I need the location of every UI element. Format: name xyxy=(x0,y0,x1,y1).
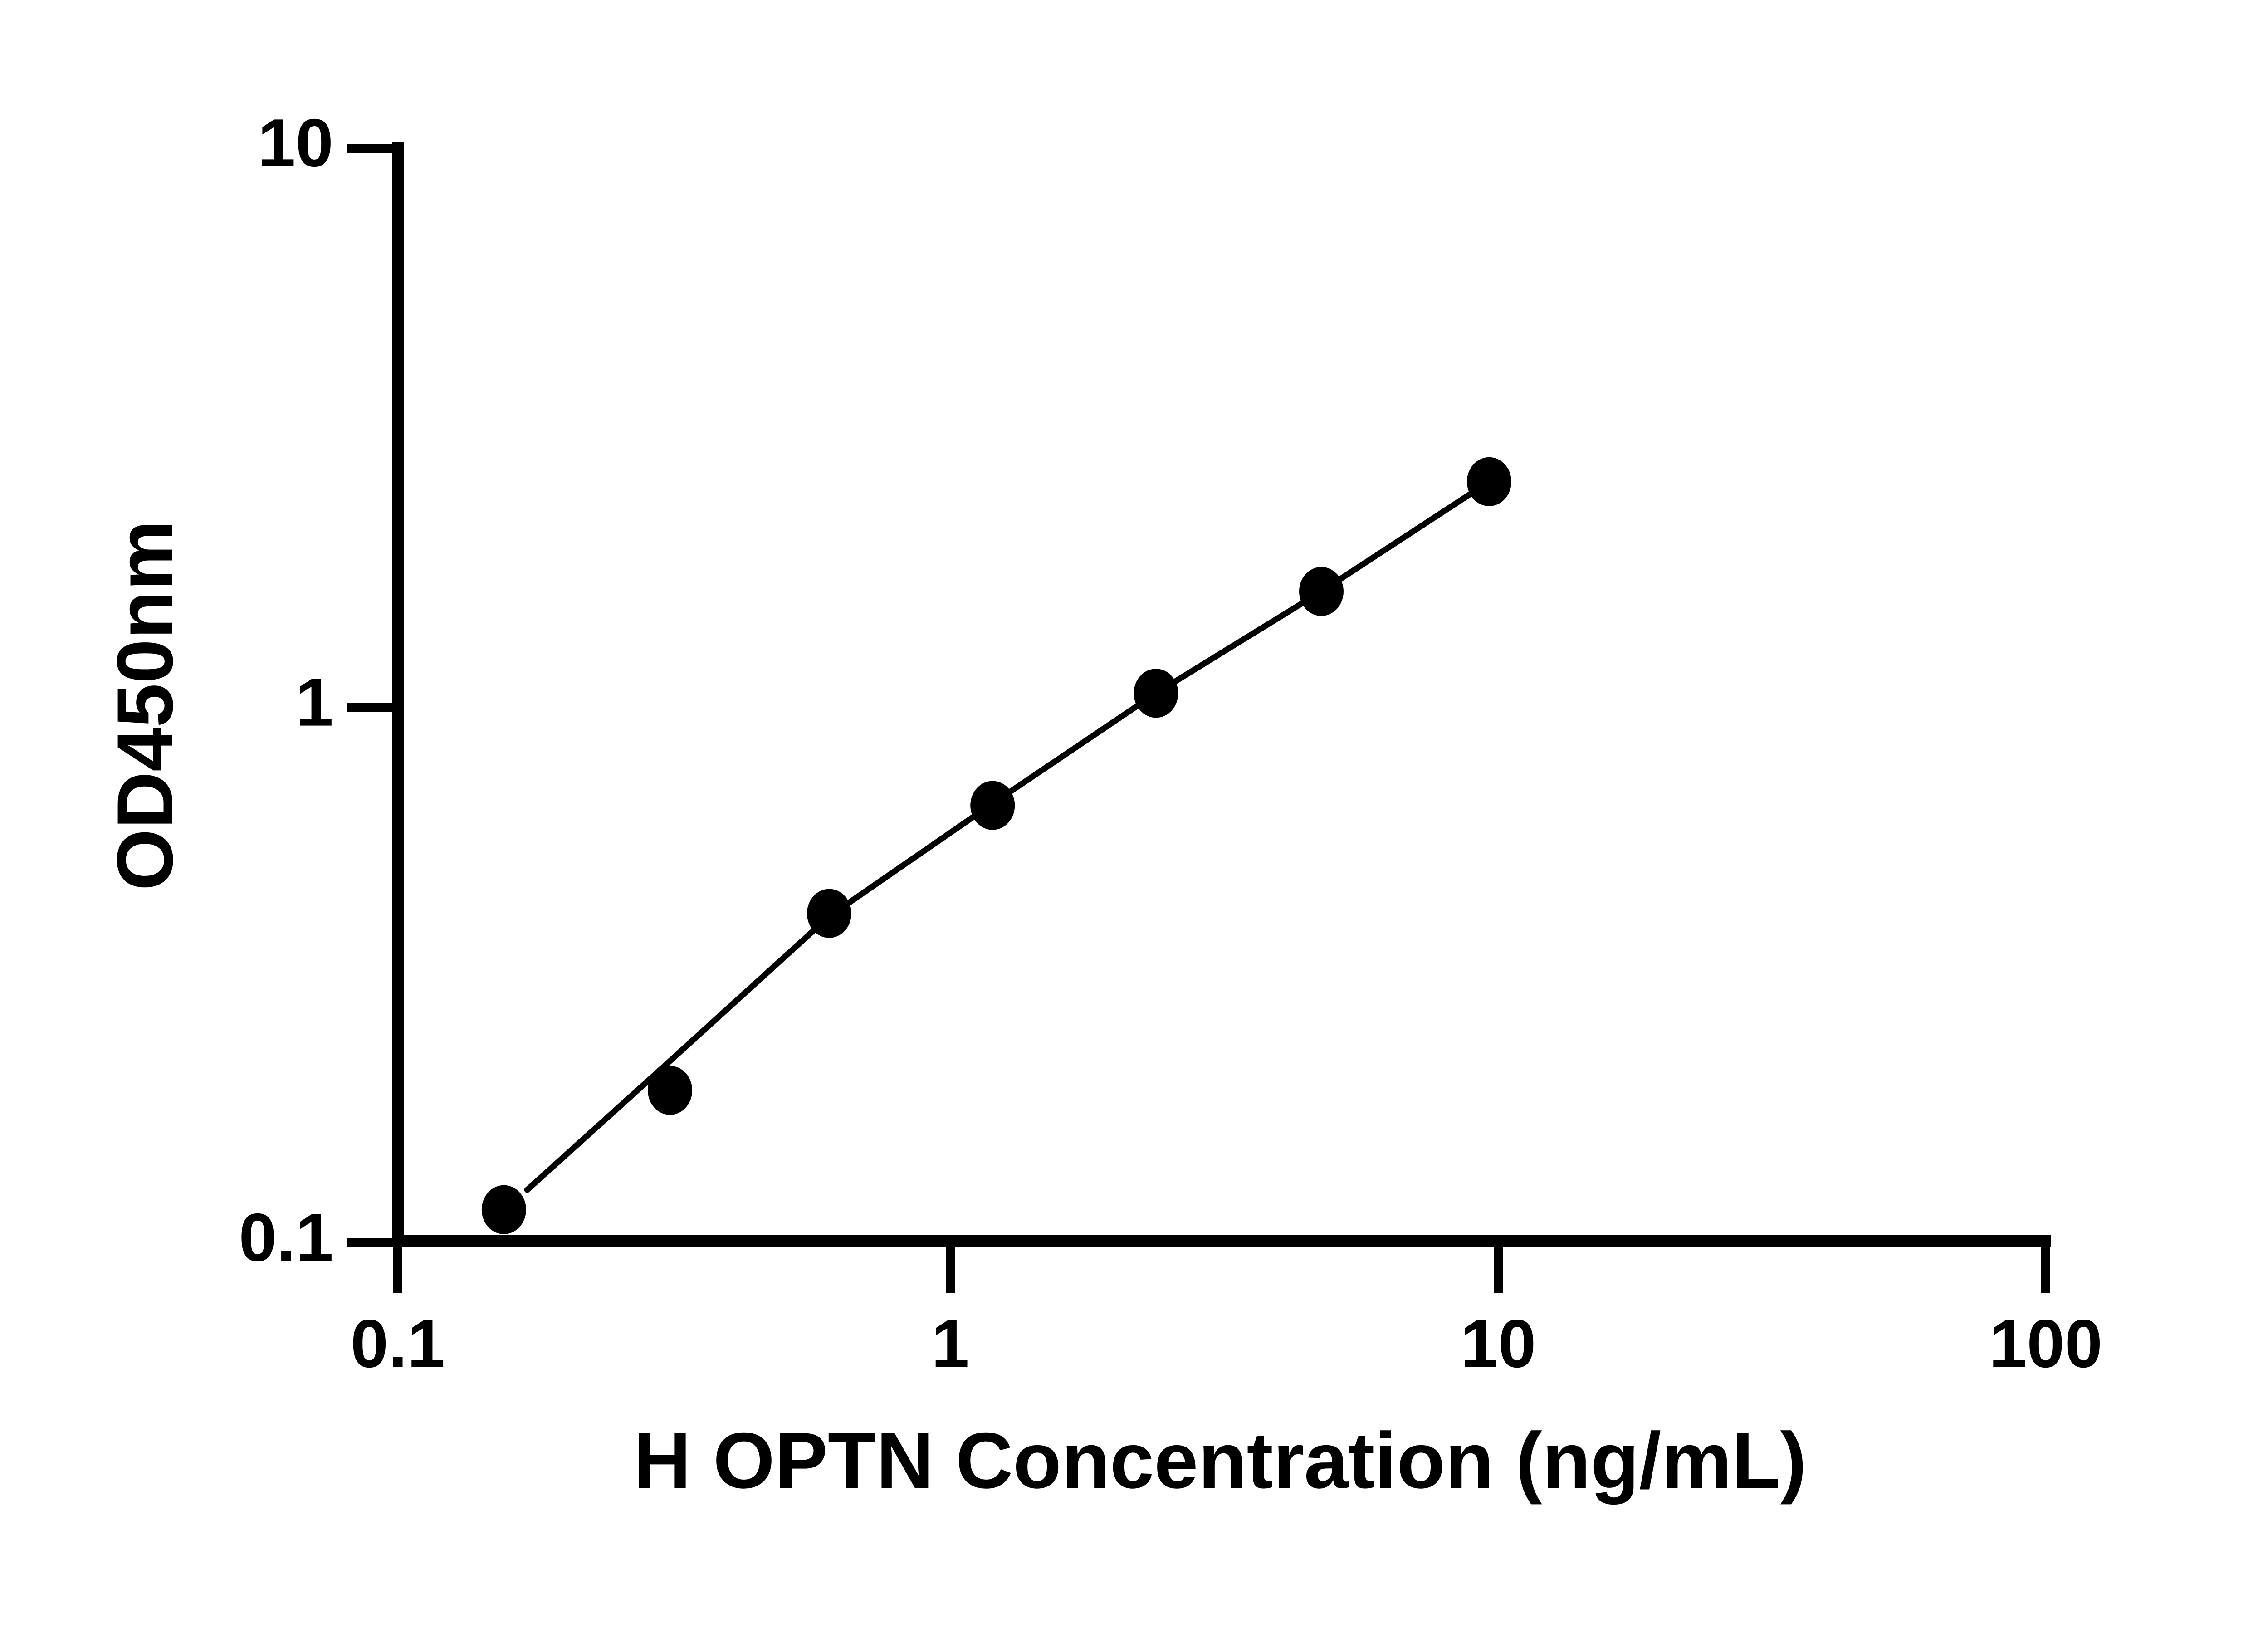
data-point-marker[interactable] xyxy=(1134,669,1178,718)
data-point-marker[interactable] xyxy=(1466,457,1511,506)
x-tick-label-1: 1 xyxy=(931,1305,969,1382)
y-tick-label-10: 10 xyxy=(258,105,333,181)
data-point-marker[interactable] xyxy=(970,781,1015,830)
x-axis-title: H OPTN Concentration (ng/mL) xyxy=(634,1417,1807,1505)
y-axis-title: OD450nm xyxy=(101,520,190,891)
x-axis: 0.1 1 10 100 H OPTN Concentration (ng/mL… xyxy=(351,1235,2102,1505)
data-point-marker[interactable] xyxy=(648,1066,693,1115)
y-tick-label-1: 1 xyxy=(296,664,333,740)
data-point-marker[interactable] xyxy=(807,889,852,938)
y-axis: 10 1 0.1 OD450nm xyxy=(101,105,404,1276)
data-point-marker[interactable] xyxy=(1299,567,1344,616)
data-points xyxy=(481,457,1511,1234)
x-tick-label-100: 100 xyxy=(1989,1305,2102,1382)
y-tick-label-0-1: 0.1 xyxy=(239,1199,333,1276)
x-tick-label-0-1: 0.1 xyxy=(351,1305,445,1382)
x-tick-label-10: 10 xyxy=(1461,1305,1536,1382)
data-point-marker[interactable] xyxy=(481,1185,526,1234)
